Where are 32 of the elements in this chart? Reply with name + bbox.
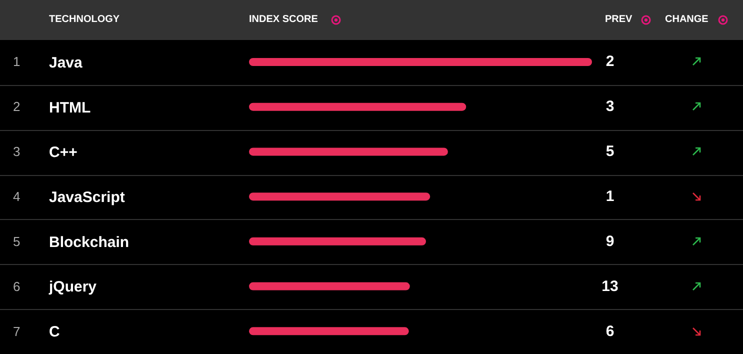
bar bbox=[249, 58, 592, 66]
bar bbox=[249, 237, 426, 246]
text: 1 bbox=[604, 188, 616, 205]
text: 1 bbox=[13, 54, 20, 70]
text: 7 bbox=[13, 324, 20, 339]
y-tick-label: jQuery bbox=[48, 278, 98, 296]
text: 13 bbox=[600, 278, 620, 295]
bar bbox=[249, 282, 410, 290]
bar bbox=[249, 148, 448, 156]
y-tick-label: C++ bbox=[49, 144, 78, 162]
text: 2 bbox=[13, 99, 20, 114]
text: 4 bbox=[13, 189, 20, 204]
y-tick-label: Java bbox=[49, 54, 84, 72]
bar bbox=[249, 192, 430, 201]
y-tick-label: Blockchain bbox=[49, 234, 130, 251]
y-tick-label: JavaScript bbox=[49, 189, 125, 206]
bar bbox=[249, 102, 466, 111]
text: CHANGE bbox=[665, 14, 708, 25]
text: 9 bbox=[604, 232, 616, 250]
text: 6 bbox=[604, 322, 616, 340]
y-axis-title: TECHNOLOGY bbox=[49, 14, 120, 25]
text: 6 bbox=[13, 278, 20, 294]
text: 5 bbox=[13, 234, 20, 249]
y-tick-label: C bbox=[49, 324, 60, 341]
bar bbox=[249, 327, 409, 336]
text: 2 bbox=[604, 53, 616, 70]
text: 5 bbox=[604, 143, 616, 160]
text: 3 bbox=[604, 98, 616, 116]
text: 3 bbox=[13, 144, 20, 160]
text: PREV bbox=[605, 14, 632, 25]
x-axis-title: INDEX SCORE bbox=[249, 14, 318, 25]
y-tick-label: HTML bbox=[49, 99, 91, 116]
